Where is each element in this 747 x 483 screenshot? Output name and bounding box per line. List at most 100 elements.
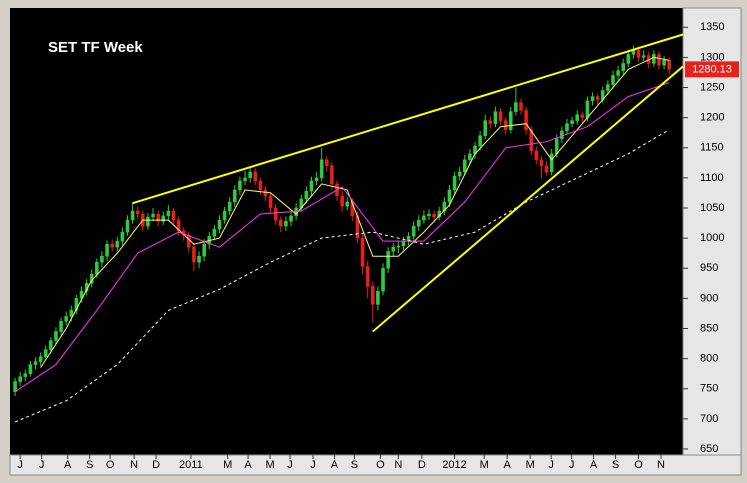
candle-body	[667, 60, 671, 70]
candle-body	[524, 110, 528, 130]
candle-body	[115, 240, 120, 248]
x-tick-label: S	[612, 459, 619, 471]
x-tick-label: O	[106, 459, 115, 471]
x-tick-label: D	[152, 459, 160, 471]
candle-body	[560, 130, 564, 139]
trendline	[132, 33, 684, 205]
candle-body	[171, 210, 176, 221]
candle-body	[197, 255, 201, 263]
candle-body	[238, 180, 242, 191]
x-tick-label: M	[265, 459, 274, 471]
trendline	[372, 65, 684, 333]
candle-body	[166, 210, 171, 217]
y-axis-panel	[682, 7, 742, 456]
y-tick-label: 650	[700, 443, 718, 455]
y-tick-label: 700	[700, 413, 718, 425]
x-tick-label: M	[480, 459, 489, 471]
candle-body	[258, 180, 263, 191]
candle-body	[95, 261, 99, 275]
candle-body	[156, 213, 160, 222]
candle-body	[468, 153, 472, 161]
candle-body	[498, 111, 503, 121]
candle-body	[376, 290, 380, 305]
candle-body	[227, 201, 232, 212]
candle-body	[69, 310, 74, 317]
moving-average-line	[40, 56, 670, 368]
candle-body	[508, 111, 513, 130]
candle-body	[636, 49, 641, 58]
candle-body	[325, 159, 329, 167]
x-tick-label: J	[287, 459, 293, 471]
x-tick-label: A	[331, 459, 339, 471]
candle-body	[130, 210, 135, 221]
x-tick-label: J	[39, 459, 45, 471]
x-tick-label: 2011	[179, 459, 203, 471]
candle-body	[64, 316, 68, 322]
candle-body	[243, 177, 247, 182]
candle-body	[309, 180, 314, 192]
candle-body	[514, 102, 518, 112]
candle-body	[657, 54, 661, 66]
x-tick-label: 2012	[442, 459, 466, 471]
candle-body	[18, 376, 22, 382]
x-tick-label: S	[351, 459, 358, 471]
candle-body	[452, 175, 457, 191]
candle-body	[284, 221, 288, 227]
candle-body	[396, 245, 401, 248]
candle-body	[222, 210, 227, 221]
candle-body	[534, 150, 539, 161]
candle-body	[125, 219, 130, 233]
x-tick-label: O	[376, 459, 385, 471]
candle-body	[192, 246, 196, 263]
candle-body	[161, 215, 166, 222]
candle-body	[503, 120, 508, 130]
x-tick-label: N	[130, 459, 138, 471]
candle-body	[345, 201, 350, 207]
candle-body	[273, 207, 278, 221]
y-tick-label: 1200	[700, 112, 724, 124]
candle-body	[365, 266, 370, 287]
candle-body	[202, 243, 206, 257]
candle-body	[616, 70, 620, 76]
candle-body	[371, 286, 375, 305]
x-tick-label: J	[569, 459, 575, 471]
candle-body	[212, 228, 217, 237]
plot-area	[10, 8, 683, 455]
candle-body	[187, 234, 191, 248]
candle-body	[493, 111, 498, 124]
candle-body	[662, 60, 666, 66]
candle-body	[529, 129, 534, 152]
x-tick-label: M	[526, 459, 535, 471]
x-tick-label: J	[310, 459, 316, 471]
candle-body	[519, 102, 523, 111]
moving-average-line	[14, 82, 670, 393]
y-tick-label: 850	[700, 322, 718, 334]
candle-body	[463, 159, 467, 173]
candle-body	[330, 165, 334, 185]
candle-body	[59, 321, 63, 332]
candle-body	[417, 219, 421, 227]
y-tick-label: 1150	[700, 142, 724, 154]
candle-body	[253, 171, 258, 182]
candle-body	[544, 165, 549, 173]
y-tick-label: 750	[700, 383, 718, 395]
candle-body	[539, 159, 544, 167]
candle-body	[49, 340, 53, 350]
x-tick-label: N	[657, 459, 665, 471]
candle-body	[549, 153, 554, 173]
candle-body	[110, 243, 114, 248]
x-tick-label: A	[504, 459, 512, 471]
x-tick-label: N	[394, 459, 402, 471]
candle-body	[401, 240, 406, 247]
candle-body	[570, 120, 574, 124]
candle-body	[360, 237, 365, 267]
candle-body	[483, 120, 488, 136]
x-tick-label: O	[634, 459, 643, 471]
x-tick-label: A	[590, 459, 598, 471]
candle-body	[120, 231, 125, 242]
candle-body	[13, 381, 17, 392]
y-tick-label: 950	[700, 262, 718, 274]
candle-body	[580, 114, 585, 118]
candle-body	[28, 364, 33, 374]
candle-body	[590, 96, 595, 102]
